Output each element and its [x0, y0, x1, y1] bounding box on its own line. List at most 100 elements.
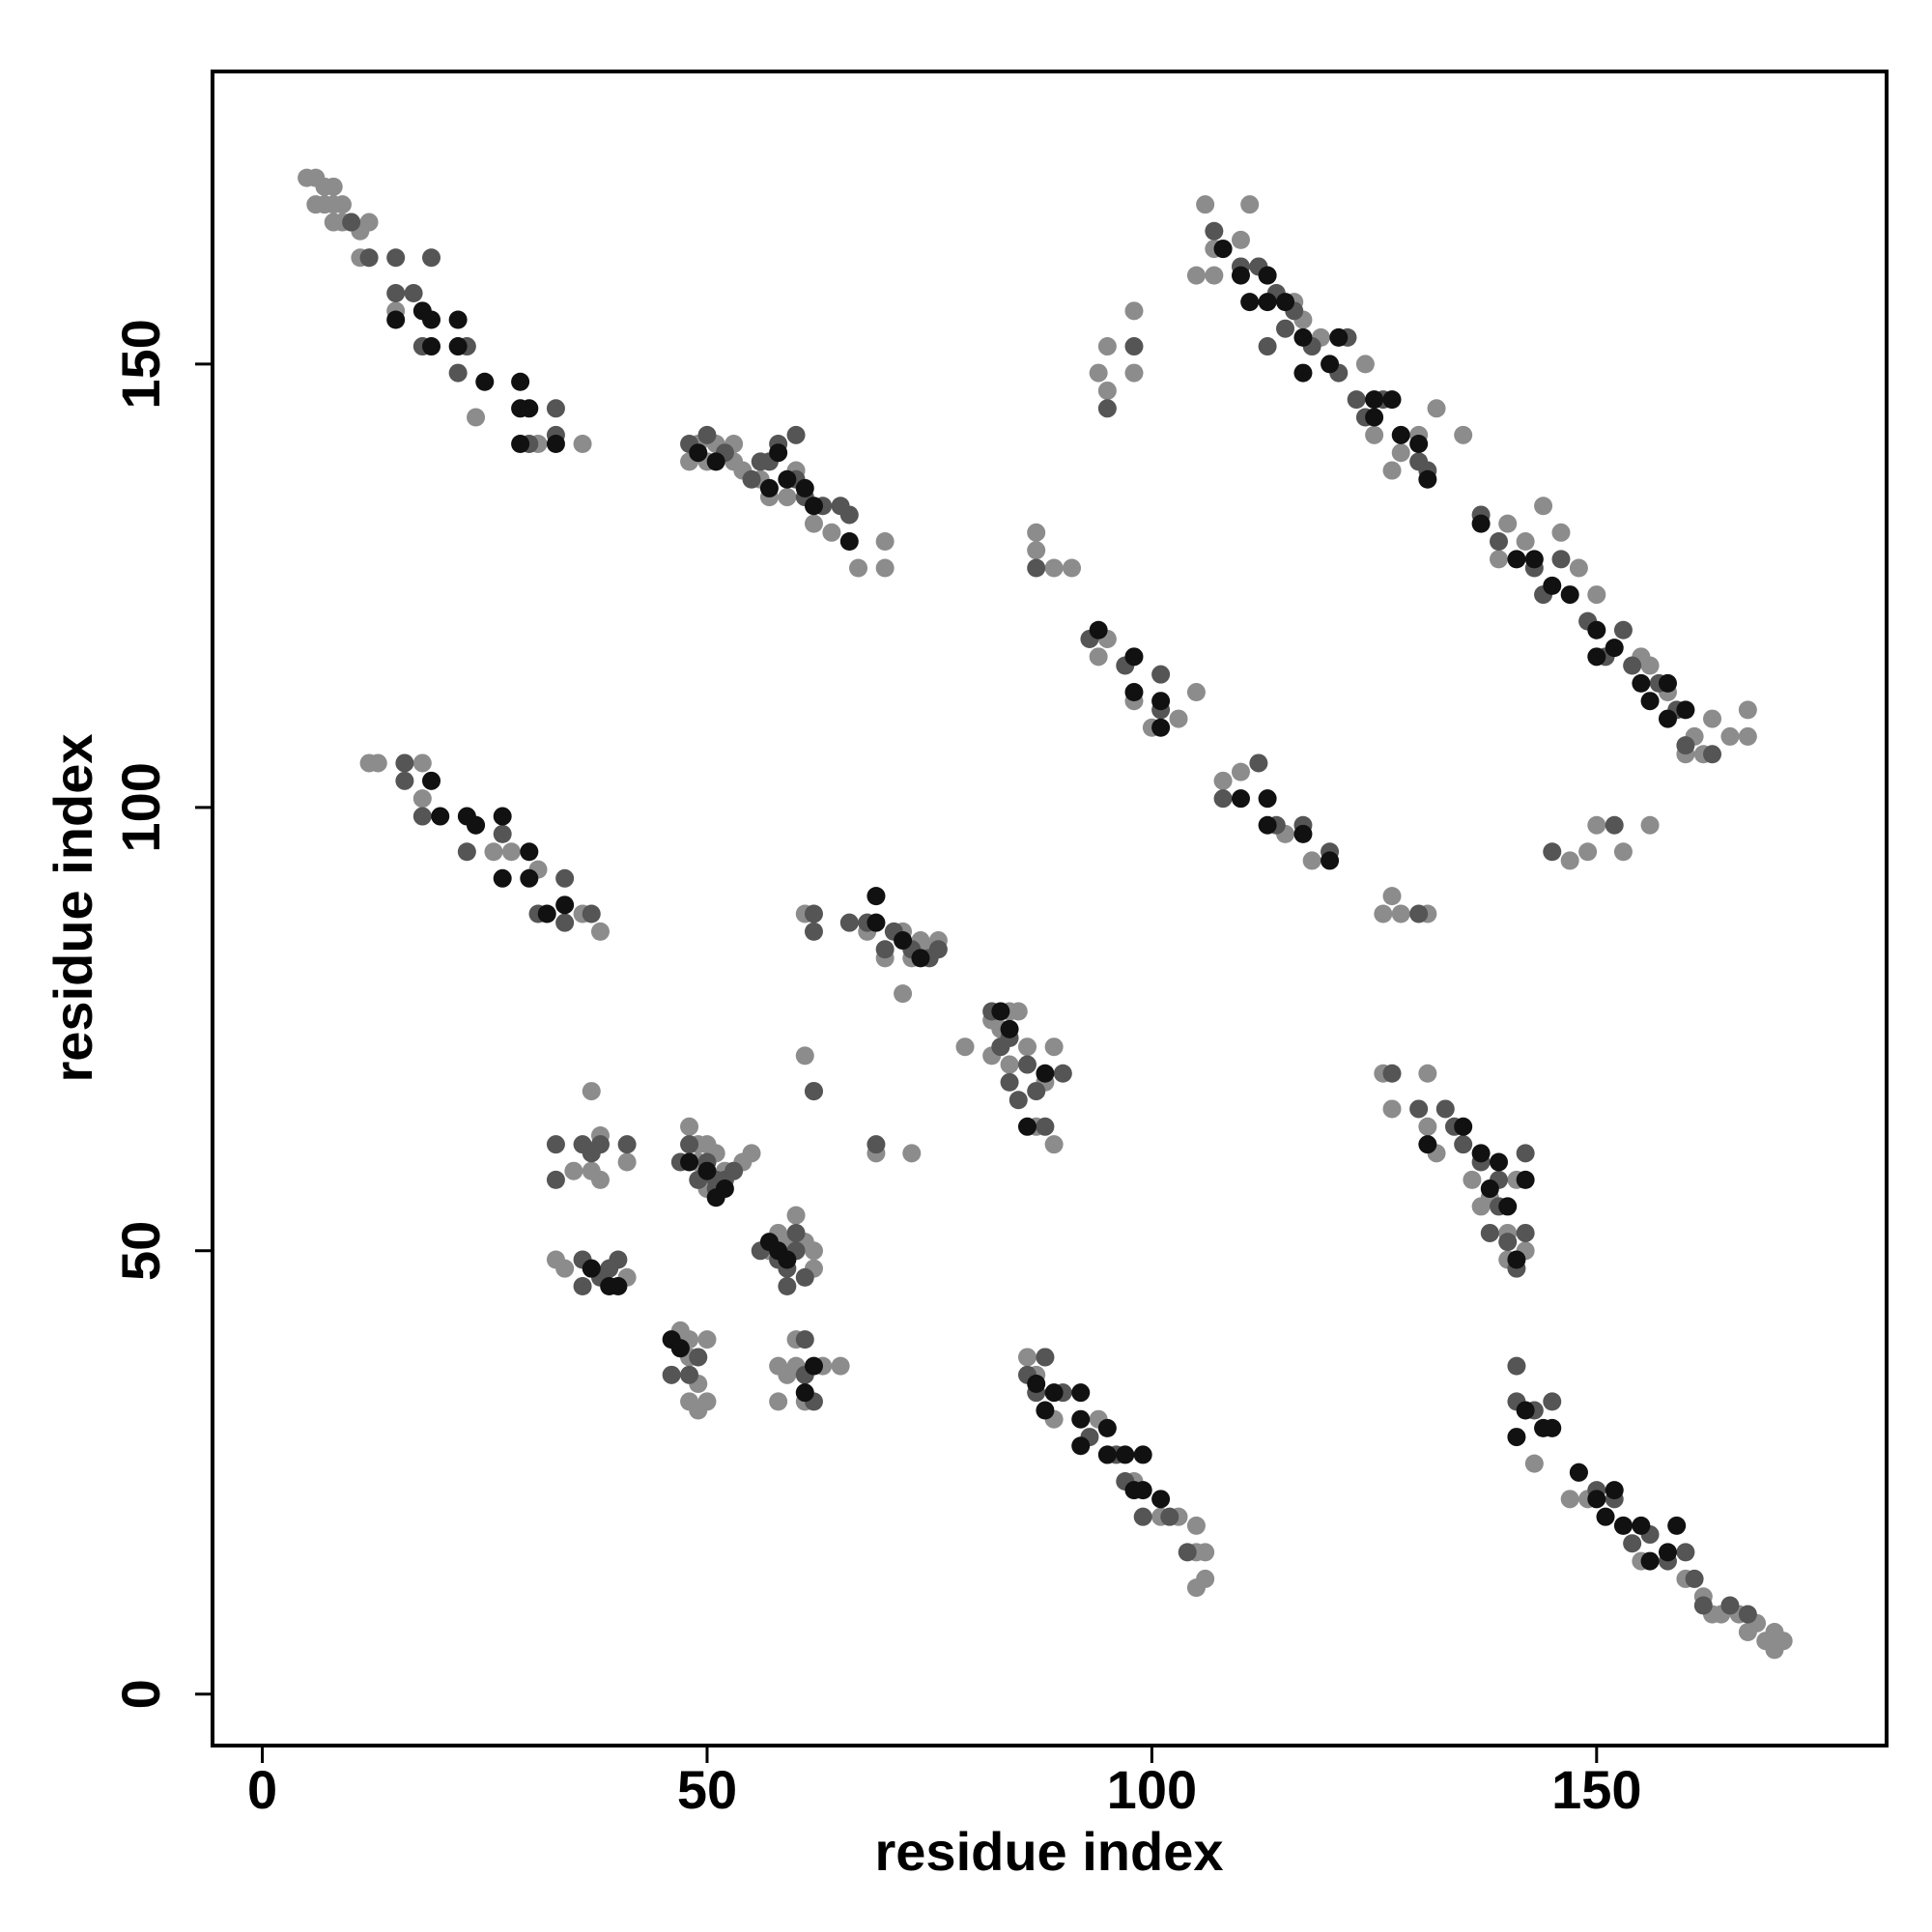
contact-point: [778, 1277, 797, 1296]
contact-point: [1355, 355, 1375, 374]
contact-point: [590, 1135, 610, 1154]
contact-point: [1160, 1507, 1179, 1526]
contact-point: [1720, 726, 1740, 746]
contact-point: [680, 1152, 699, 1172]
contact-point: [386, 310, 406, 329]
contact-point: [422, 310, 441, 329]
contact-point: [1124, 683, 1144, 702]
contact-point: [448, 310, 468, 329]
contact-point: [1097, 381, 1117, 400]
y-tick-label: 50: [110, 1221, 171, 1281]
contact-point: [1418, 469, 1437, 489]
contact-point: [759, 478, 779, 497]
contact-point: [1560, 851, 1579, 870]
contact-point: [1017, 1055, 1037, 1074]
contact-point: [1249, 753, 1268, 773]
contact-point: [1365, 425, 1384, 444]
contact-point: [1017, 1348, 1037, 1367]
contact-point: [1480, 1223, 1499, 1242]
contact-point: [573, 435, 592, 454]
contact-point: [724, 1161, 744, 1180]
contact-point: [1321, 851, 1340, 870]
contact-point: [1658, 709, 1677, 728]
contact-point: [1231, 762, 1250, 781]
contact-point: [911, 949, 930, 968]
contact-point: [822, 523, 841, 542]
contact-point: [991, 1002, 1010, 1021]
contact-point: [697, 1330, 717, 1350]
contact-point: [1498, 1233, 1518, 1252]
contact-point: [804, 922, 823, 941]
contact-point: [1605, 815, 1624, 835]
contact-point: [1374, 904, 1393, 923]
contact-point: [839, 913, 859, 932]
contact-point: [467, 815, 486, 835]
contact-point: [1036, 1064, 1055, 1083]
contact-point: [1738, 726, 1757, 746]
contact-point: [511, 435, 530, 454]
contact-point: [1151, 1490, 1171, 1509]
contact-point: [1044, 1135, 1064, 1154]
contact-point: [1543, 842, 1562, 862]
contact-point: [1258, 815, 1277, 835]
contact-point: [1000, 1055, 1019, 1074]
contact-point: [475, 372, 495, 391]
contact-point: [1321, 355, 1340, 374]
contact-point: [564, 1161, 583, 1180]
contact-point: [1186, 1516, 1206, 1535]
contact-point: [1578, 842, 1598, 862]
contact-point: [1391, 443, 1410, 463]
contact-point: [1213, 789, 1233, 809]
contact-point: [1587, 1490, 1606, 1509]
contact-point: [1116, 1445, 1135, 1464]
contact-point: [1213, 771, 1233, 790]
contact-point: [875, 940, 895, 959]
y-tick-label: 150: [110, 319, 171, 409]
contact-point: [1703, 709, 1722, 728]
contact-point: [555, 895, 575, 915]
x-tick-label: 50: [677, 1759, 737, 1820]
contact-point: [1418, 1117, 1437, 1136]
contact-point: [1293, 363, 1313, 383]
contact-point: [1569, 558, 1588, 578]
contact-point: [769, 443, 788, 463]
contact-point: [1124, 337, 1144, 356]
contact-point: [1124, 647, 1144, 667]
contact-point: [751, 452, 770, 471]
contact-point: [368, 753, 387, 773]
contact-point: [1738, 1605, 1757, 1624]
contact-point: [1097, 337, 1117, 356]
contact-point: [1276, 293, 1295, 312]
contact-point: [1613, 842, 1633, 862]
contact-point: [1507, 1356, 1526, 1376]
contact-point: [412, 807, 432, 826]
contact-point: [1391, 904, 1410, 923]
contact-point: [555, 1259, 575, 1278]
contact-point: [1036, 1348, 1055, 1367]
contact-point: [1000, 1072, 1019, 1092]
contact-point: [1498, 514, 1518, 533]
contact-point: [1524, 550, 1544, 569]
contact-point: [786, 1223, 806, 1242]
contact-point: [1516, 1223, 1535, 1242]
contact-point: [1613, 1516, 1633, 1535]
contact-point: [1276, 319, 1295, 338]
contact-point: [1258, 266, 1277, 285]
contact-point: [1516, 1170, 1535, 1189]
contact-point: [546, 1170, 565, 1189]
contact-point: [404, 283, 423, 302]
contact-point: [1587, 815, 1606, 835]
contact-point: [1027, 523, 1046, 542]
contact-point: [1409, 435, 1429, 454]
x-axis-title: residue index: [874, 1821, 1223, 1882]
contact-point: [1480, 1179, 1499, 1199]
contact-point: [1178, 1543, 1197, 1562]
contact-point: [769, 1392, 788, 1411]
contact-point: [1596, 1507, 1615, 1526]
contact-point: [1391, 425, 1410, 444]
contact-point: [1516, 531, 1535, 551]
contact-point: [422, 337, 441, 356]
contact-point: [1196, 1569, 1215, 1588]
contact-point: [1738, 700, 1757, 720]
contact-point: [1213, 240, 1233, 259]
